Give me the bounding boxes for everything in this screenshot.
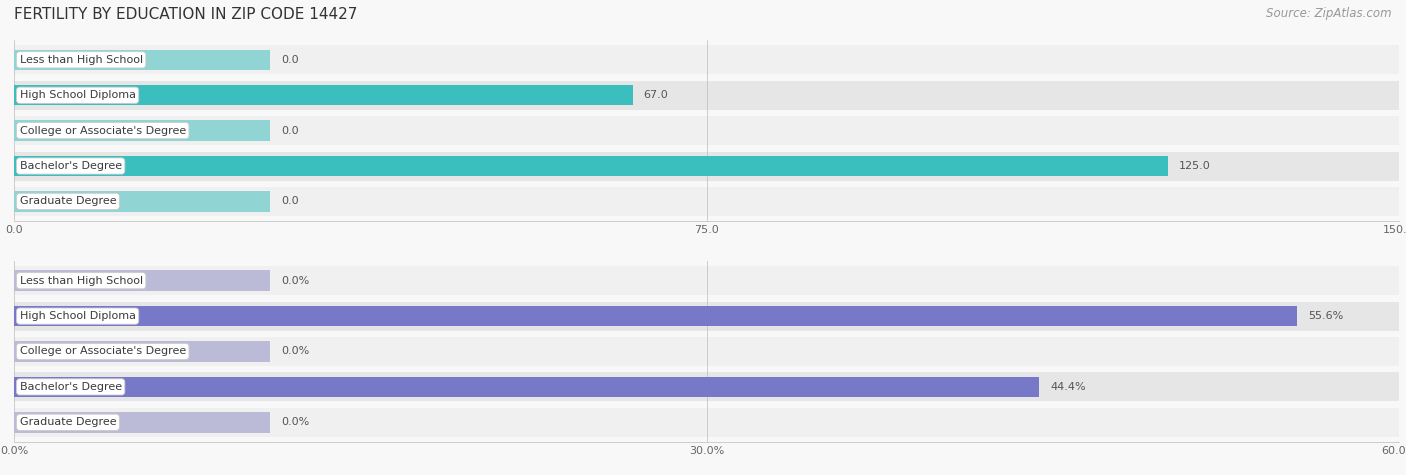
Text: 0.0: 0.0 [281,125,299,136]
Text: 0.0: 0.0 [281,196,299,207]
Text: 0.0%: 0.0% [281,417,309,428]
Bar [14,187,1399,216]
Bar [14,85,633,105]
Bar [14,302,1399,331]
Bar [14,81,1399,110]
Text: 125.0: 125.0 [1180,161,1211,171]
Text: Less than High School: Less than High School [20,276,143,286]
Bar [14,120,270,141]
Text: 44.4%: 44.4% [1050,382,1085,392]
Text: College or Associate's Degree: College or Associate's Degree [20,346,186,357]
Text: Graduate Degree: Graduate Degree [20,196,117,207]
Text: 0.0%: 0.0% [281,346,309,357]
Bar [14,152,1399,180]
Text: Bachelor's Degree: Bachelor's Degree [20,161,122,171]
Text: Graduate Degree: Graduate Degree [20,417,117,428]
Text: High School Diploma: High School Diploma [20,311,135,321]
Bar [14,372,1399,401]
Text: FERTILITY BY EDUCATION IN ZIP CODE 14427: FERTILITY BY EDUCATION IN ZIP CODE 14427 [14,7,357,22]
Bar [14,191,270,212]
Bar [14,45,1399,75]
Bar [14,156,1168,176]
Bar [14,341,270,362]
Text: Less than High School: Less than High School [20,55,143,65]
Bar [14,337,1399,366]
Bar [14,306,1298,326]
Text: 67.0: 67.0 [644,90,668,100]
Text: Source: ZipAtlas.com: Source: ZipAtlas.com [1267,7,1392,20]
Bar [14,408,1399,437]
Bar [14,412,270,433]
Bar [14,270,270,291]
Text: Bachelor's Degree: Bachelor's Degree [20,382,122,392]
Text: 0.0: 0.0 [281,55,299,65]
Bar [14,377,1039,397]
Text: 55.6%: 55.6% [1309,311,1344,321]
Bar [14,266,1399,295]
Bar [14,49,270,70]
Text: College or Associate's Degree: College or Associate's Degree [20,125,186,136]
Bar [14,116,1399,145]
Text: 0.0%: 0.0% [281,276,309,286]
Text: High School Diploma: High School Diploma [20,90,135,100]
